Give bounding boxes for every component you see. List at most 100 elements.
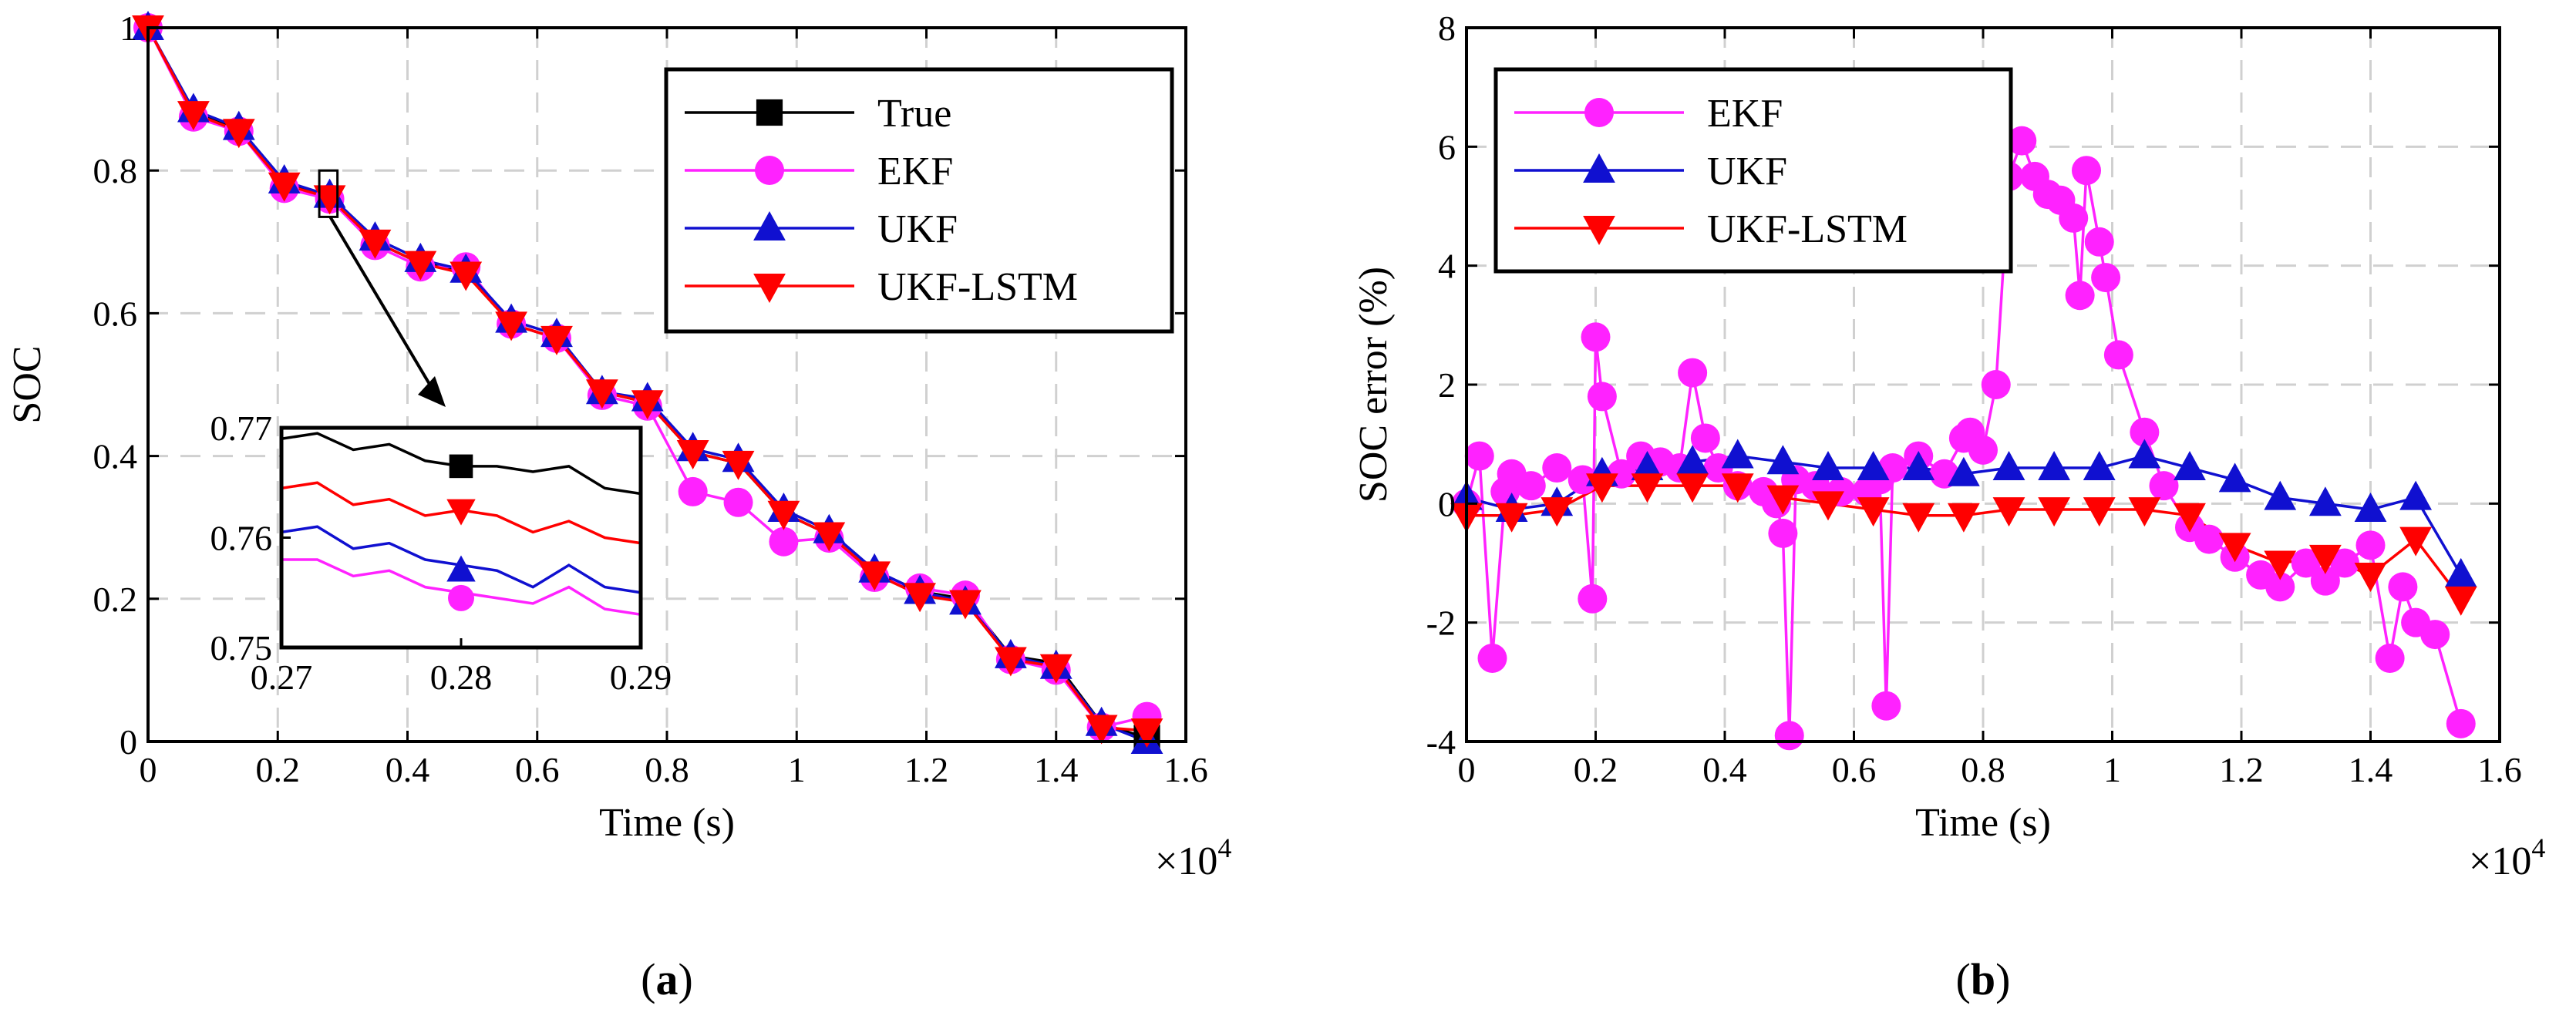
- marker-ekf: [2059, 203, 2089, 233]
- zoom-region-box: [318, 169, 339, 218]
- marker-ukf-lstm: [268, 172, 301, 202]
- inset-x-tick-label: 0.29: [610, 658, 672, 697]
- marker-ekf: [1690, 423, 1720, 453]
- marker-ukf-lstm: [1495, 503, 1528, 533]
- marker-ukf: [2083, 450, 2116, 480]
- marker-ukf: [1812, 450, 1844, 480]
- x-tick-label: 0: [140, 750, 157, 789]
- legend-swatch-marker: [753, 210, 786, 240]
- marker-ukf-lstm: [722, 450, 755, 480]
- marker-ukf-lstm: [2264, 550, 2297, 580]
- marker-ukf-lstm: [2308, 544, 2342, 574]
- x-ticks: 0 0.2 0.4 0.6 0.8 1 1.2 1.4 1.6: [140, 28, 1208, 789]
- marker-ukf-lstm: [904, 583, 936, 613]
- inset-chart: 0.27 0.28 0.29 0.75 0.76 0.77: [210, 409, 672, 697]
- marker-ukf-lstm: [222, 119, 255, 149]
- marker-ukf: [2444, 557, 2477, 587]
- panel-label-letter: b: [1971, 954, 1995, 1004]
- marker-ekf: [1768, 518, 1798, 548]
- y-tick-label: -2: [1426, 604, 1456, 643]
- x-axis-label: Time (s): [1915, 801, 2051, 845]
- y-ticks: 0 0.2 0.4 0.6 0.8 1: [93, 8, 1186, 762]
- legend-swatch-marker: [1584, 98, 1614, 127]
- marker-ukf-lstm: [1812, 491, 1844, 521]
- inset-marker-ukf: [446, 555, 476, 582]
- x-tick-label: 0.4: [386, 750, 430, 789]
- panel-label: (b): [1956, 954, 2011, 1004]
- legend-entry-ukf-lstm: UKF-LSTM: [877, 265, 1078, 309]
- x-tick-label: 1.6: [1163, 750, 1208, 789]
- legend-entry-ukf: UKF: [877, 207, 958, 251]
- y-tick-label: 8: [1438, 8, 1456, 48]
- marker-ukf-lstm: [1676, 473, 1709, 503]
- marker-ekf: [1968, 435, 1998, 465]
- x-ticks: 0 0.2 0.4 0.6 0.8 1 1.2 1.4 1.6: [1458, 28, 2522, 789]
- marker-ukf-lstm: [1857, 497, 1890, 527]
- marker-ukf-lstm: [2083, 497, 2116, 527]
- x-tick-label: 1: [2103, 750, 2121, 789]
- marker-ukf: [1857, 450, 1890, 480]
- x-tick-label: 1.4: [1034, 750, 1079, 789]
- marker-ukf-lstm: [1585, 473, 1618, 503]
- marker-ukf-lstm: [1992, 497, 2025, 527]
- marker-ekf: [2330, 548, 2359, 578]
- marker-ukf-lstm: [813, 522, 846, 552]
- legend-swatch-marker: [755, 156, 784, 185]
- panel-a-soc-chart: 0 0.2 0.4 0.6 0.8 1 1.2 1.4 1.6 0 0.2 0.4 0.6 0.8 1 Tim…: [5, 8, 1231, 1004]
- legend-entry-true: True: [877, 92, 951, 136]
- x-tick-label: 0: [1458, 750, 1476, 789]
- marker-ekf: [2130, 417, 2160, 447]
- y-tick-label: 0.2: [93, 580, 138, 619]
- marker-ukf-lstm: [994, 647, 1027, 677]
- legend-swatch-marker: [756, 99, 783, 126]
- marker-ukf: [2038, 450, 2071, 480]
- inset-x-tick-label: 0.28: [430, 658, 493, 697]
- marker-ukf-lstm: [1130, 718, 1163, 748]
- panel-label-open: (: [1956, 954, 1971, 1004]
- marker-ukf-lstm: [2128, 497, 2161, 527]
- marker-ukf: [1947, 456, 1980, 486]
- marker-ukf: [1721, 439, 1754, 469]
- marker-ekf: [1464, 441, 1494, 471]
- marker-ukf-lstm: [2174, 503, 2206, 533]
- panel-label-close: ): [1995, 954, 2010, 1004]
- x-tick-label: 1.4: [2349, 750, 2393, 789]
- x-multiplier-base: ×10: [2469, 839, 2531, 883]
- marker-ekf: [1578, 584, 1608, 614]
- marker-ekf: [2310, 566, 2340, 596]
- zoom-arrow-head: [418, 376, 446, 407]
- marker-ekf: [1567, 465, 1598, 495]
- inset-marker-true: [449, 454, 473, 479]
- y-tick-label: 0.6: [93, 294, 138, 333]
- marker-ukf: [2264, 480, 2297, 510]
- marker-ekf: [2420, 620, 2450, 650]
- marker-ukf: [1766, 445, 1800, 475]
- y-tick-label: 0.4: [93, 437, 138, 476]
- marker-ukf: [1676, 445, 1709, 475]
- inset-y-tick-label: 0.75: [210, 628, 273, 668]
- marker-ekf: [1981, 370, 2011, 399]
- y-tick-label: 6: [1438, 127, 1456, 166]
- x-multiplier-label: ×104: [1155, 832, 1231, 883]
- marker-ukf-lstm: [858, 561, 891, 591]
- y-tick-label: 2: [1438, 365, 1456, 405]
- marker-ukf-lstm: [1631, 473, 1664, 503]
- panel-label-open: (: [641, 954, 655, 1004]
- panel-label-close: ): [679, 954, 693, 1004]
- legend-entry-ukf: UKF: [1707, 150, 1787, 193]
- marker-ekf: [678, 476, 708, 506]
- x-tick-label: 1: [788, 750, 806, 789]
- inset-marker-ukf-lstm: [446, 499, 476, 526]
- marker-ukf-lstm: [450, 261, 483, 291]
- inset-marker-ekf: [448, 584, 474, 611]
- marker-ukf: [2308, 486, 2342, 516]
- marker-ukf-lstm: [676, 440, 709, 470]
- marker-ukf: [1902, 450, 1935, 480]
- x-multiplier-base: ×10: [1155, 839, 1217, 883]
- x-multiplier-exponent: 4: [1217, 832, 1231, 863]
- marker-ukf: [2174, 450, 2206, 480]
- legend-swatch-marker: [1583, 216, 1615, 246]
- x-multiplier-label: ×104: [2469, 832, 2545, 883]
- inset-x-tick-label: 0.27: [251, 658, 313, 697]
